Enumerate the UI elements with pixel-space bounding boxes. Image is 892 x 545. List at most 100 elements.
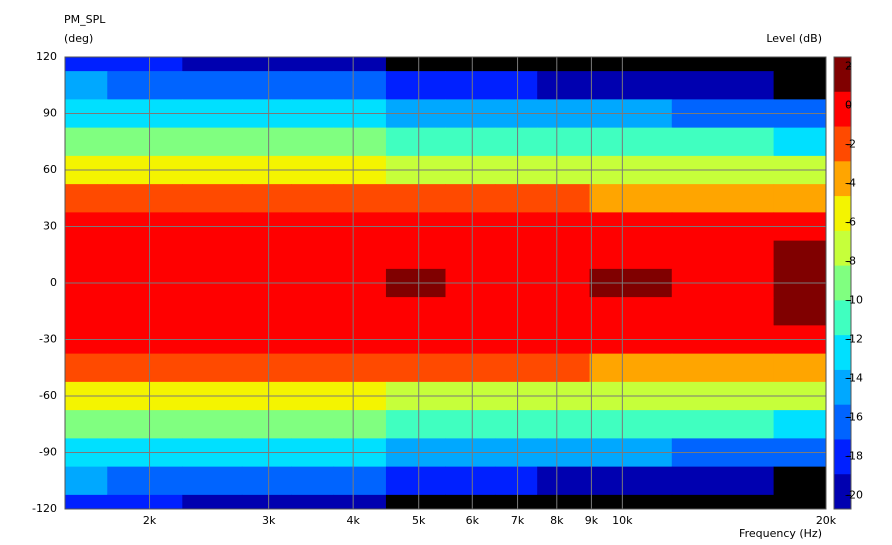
level-cell: [385, 71, 446, 100]
level-cell: [385, 297, 446, 326]
level-cell: [107, 466, 183, 496]
level-cell: [385, 494, 446, 510]
level-cell: [65, 240, 108, 270]
colorbar-label: Level (dB): [766, 32, 822, 45]
colorbar-tick-label: 0: [845, 99, 852, 112]
level-cell: [773, 353, 827, 383]
chart-title: PM_SPL: [64, 13, 106, 26]
x-tick-label: 10k: [612, 514, 633, 527]
level-cell: [182, 127, 243, 157]
level-cell: [241, 410, 292, 439]
colorbar-tick-label: -6: [845, 216, 856, 229]
level-cell: [385, 127, 446, 157]
x-tick-label: 5k: [412, 514, 426, 527]
level-cell: [291, 71, 335, 100]
level-cell: [537, 57, 591, 72]
level-cell: [241, 353, 292, 383]
level-cell: [333, 410, 387, 439]
level-cell: [494, 71, 538, 100]
level-cell: [385, 57, 446, 72]
level-cell: [182, 353, 243, 383]
level-cell: [107, 57, 183, 72]
level-cell: [107, 410, 183, 439]
y-tick-label: 120: [36, 50, 57, 63]
level-cell: [773, 127, 827, 157]
level-cell: [773, 184, 827, 213]
level-cell: [182, 297, 243, 326]
level-cell: [671, 57, 775, 72]
colorbar-tick-label: -2: [845, 138, 856, 151]
level-cell: [333, 353, 387, 383]
level-cell: [671, 297, 775, 326]
level-cell: [773, 466, 827, 496]
level-cell: [241, 240, 292, 270]
level-cell: [671, 184, 775, 213]
colorbar-band: [834, 404, 851, 440]
level-cell: [494, 127, 538, 157]
level-cell: [773, 410, 827, 439]
level-cell: [241, 466, 292, 496]
level-cell: [494, 353, 538, 383]
level-cell: [182, 240, 243, 270]
x-tick-label: 7k: [511, 514, 525, 527]
level-cell: [445, 57, 496, 72]
level-cell: [241, 57, 292, 72]
level-cell: [65, 127, 108, 157]
colorbar-band: [834, 265, 851, 301]
level-cell: [589, 297, 673, 326]
level-cell: [537, 127, 591, 157]
level-cell: [107, 240, 183, 270]
level-cell: [589, 353, 673, 383]
level-cell: [291, 494, 335, 510]
level-cell: [494, 410, 538, 439]
level-cell: [385, 240, 446, 270]
level-cell: [445, 410, 496, 439]
level-cell: [445, 353, 496, 383]
level-cell: [107, 494, 183, 510]
level-cell: [589, 494, 673, 510]
colorbar-band: [834, 230, 851, 267]
colorbar-band: [834, 126, 851, 162]
level-cell: [333, 297, 387, 326]
level-cell: [385, 410, 446, 439]
colorbar-tick-label: -20: [845, 488, 863, 501]
level-cell: [445, 297, 496, 326]
level-cell: [773, 57, 827, 72]
level-cell: [589, 71, 673, 100]
level-cell: [182, 184, 243, 213]
level-cell: [589, 240, 673, 270]
level-cell: [589, 127, 673, 157]
y-tick-label: -60: [39, 389, 57, 402]
level-cell: [107, 127, 183, 157]
level-cell: [182, 57, 243, 72]
level-cell: [589, 410, 673, 439]
level-cell: [291, 466, 335, 496]
level-cell: [65, 466, 108, 496]
x-tick-label: 8k: [550, 514, 564, 527]
level-cell: [494, 184, 538, 213]
colorbar-tick-label: -16: [845, 410, 863, 423]
colorbar-tick-label: -14: [845, 371, 863, 384]
level-cell: [445, 494, 496, 510]
level-cell: [385, 353, 446, 383]
level-cell: [182, 494, 243, 510]
level-cell: [537, 184, 591, 213]
level-cell: [589, 57, 673, 72]
level-cell: [445, 184, 496, 213]
level-cell: [445, 466, 496, 496]
level-cell: [291, 127, 335, 157]
level-cell: [182, 410, 243, 439]
level-cell: [671, 494, 775, 510]
level-cell: [107, 297, 183, 326]
level-cell: [671, 71, 775, 100]
x-tick-label: 2k: [143, 514, 157, 527]
y-tick-label: 0: [50, 276, 57, 289]
x-tick-label: 9k: [585, 514, 599, 527]
level-cell: [107, 184, 183, 213]
y-tick-label: 30: [43, 220, 57, 233]
level-cell: [241, 71, 292, 100]
y-tick-label: -30: [39, 333, 57, 346]
colorbar-frame: [833, 56, 852, 510]
level-cell: [773, 71, 827, 100]
level-cell: [333, 71, 387, 100]
